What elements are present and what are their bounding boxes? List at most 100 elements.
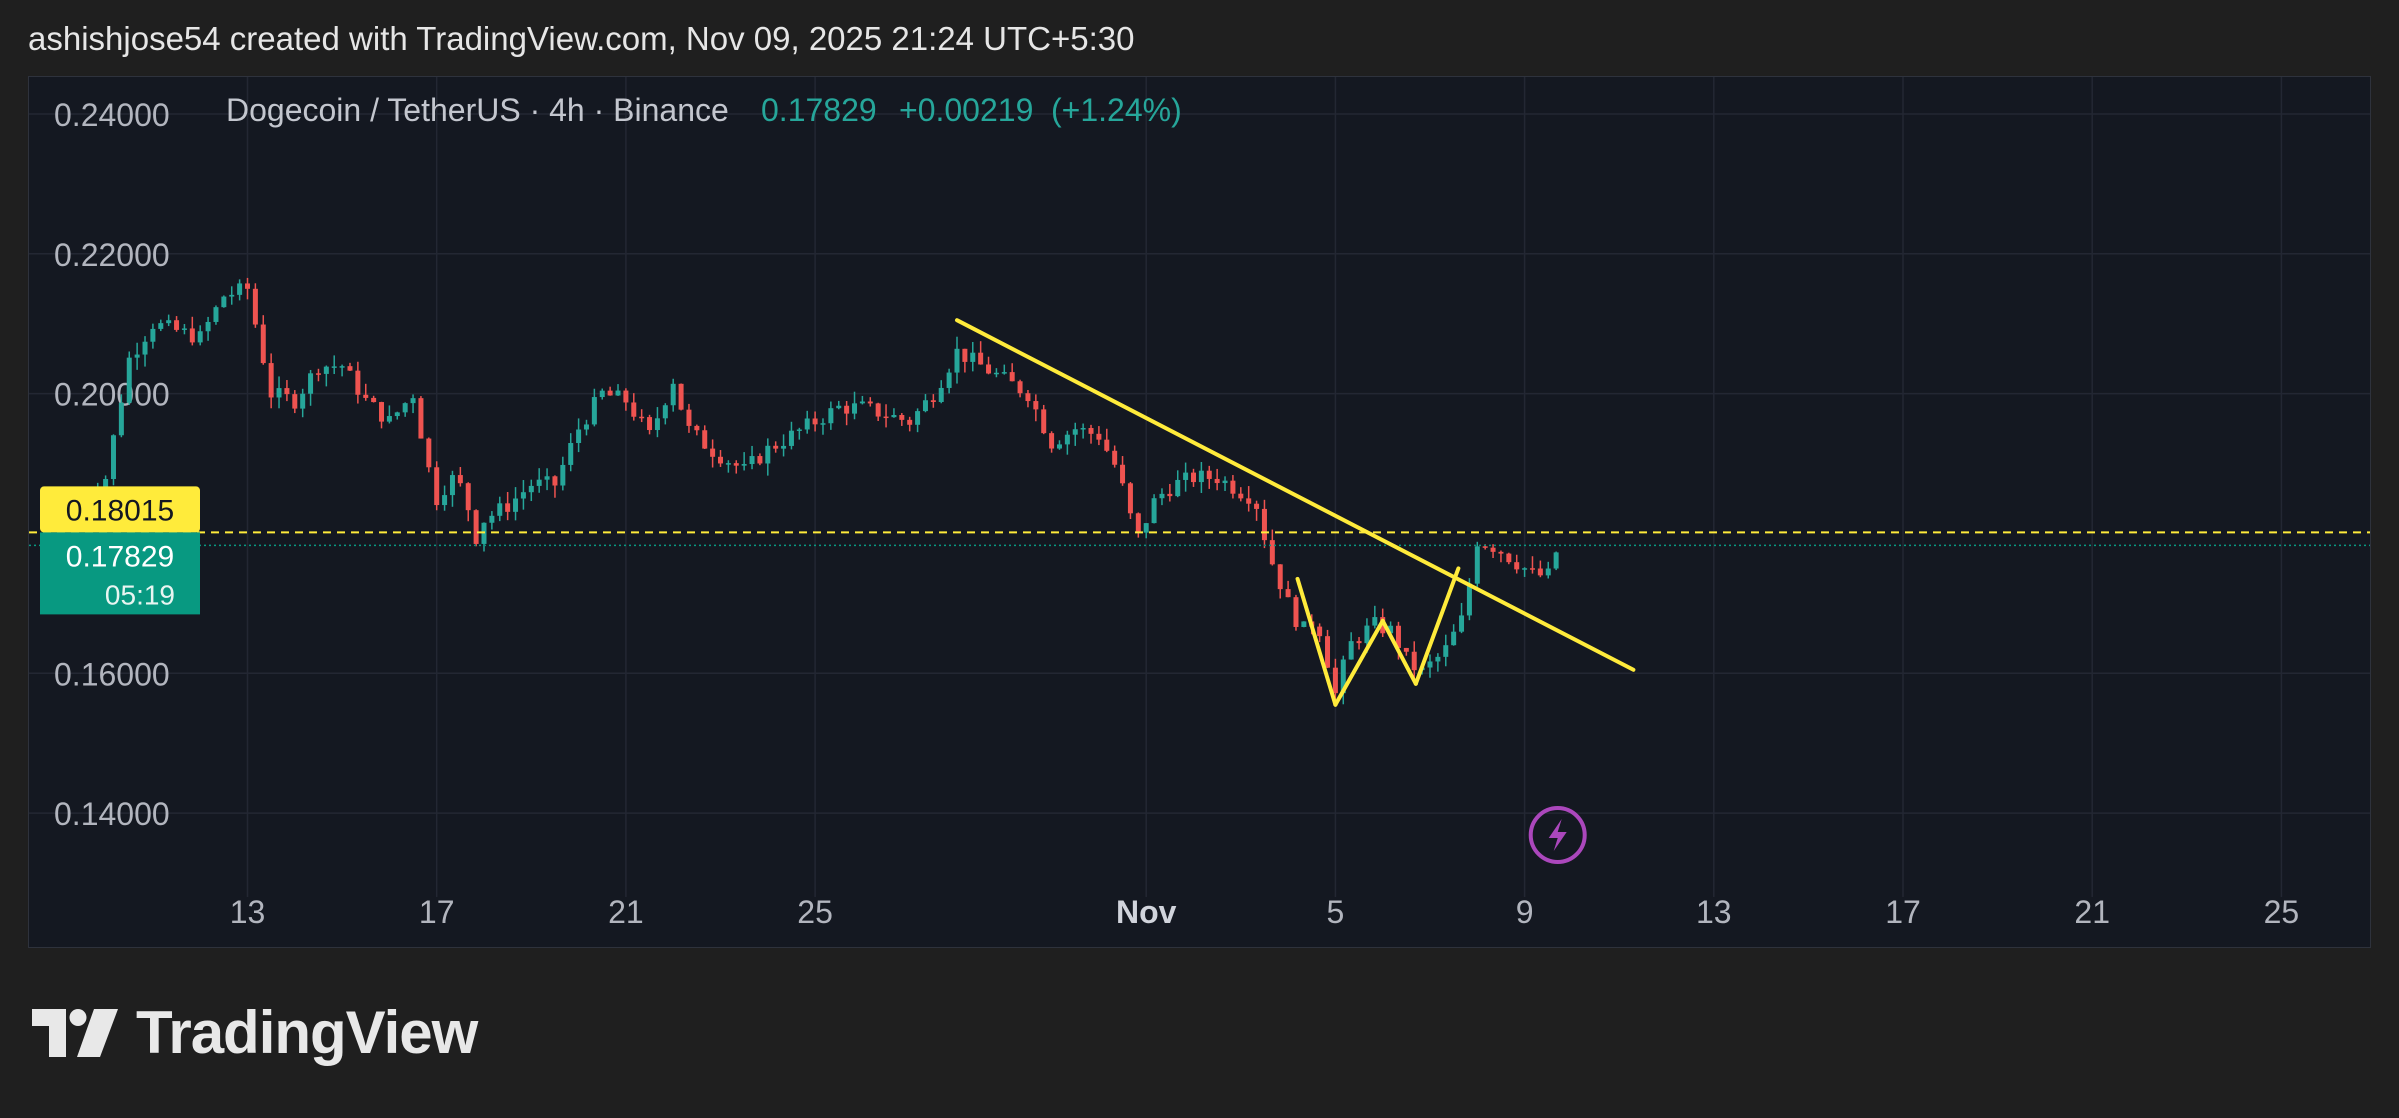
- candle-body: [126, 357, 132, 403]
- candle-body: [788, 430, 794, 446]
- candle-body: [1246, 498, 1252, 504]
- candle-body: [599, 390, 605, 398]
- candle-body: [749, 456, 755, 465]
- candle-body: [473, 510, 479, 544]
- trendline: [1333, 618, 1385, 707]
- candle-body: [993, 372, 999, 375]
- alert-price-badge-label: 0.18015: [66, 494, 174, 527]
- candle-body: [781, 445, 787, 449]
- candle-body: [1529, 568, 1535, 570]
- candle-body: [1395, 625, 1401, 648]
- candle-body: [339, 366, 345, 368]
- candle-body: [1198, 470, 1204, 483]
- lightning-icon: [1528, 806, 1587, 864]
- candle-body: [1151, 498, 1157, 524]
- candle-body: [710, 448, 716, 457]
- chart-panel[interactable]: 0.24000 0.22000 0.20000 0.16000 0.14000 13 17 2…: [28, 76, 2371, 948]
- price-chart[interactable]: 0.24000 0.22000 0.20000 0.16000 0.14000 13 17 2…: [29, 77, 2370, 947]
- candle-body: [962, 348, 968, 362]
- candle-body: [1033, 401, 1039, 410]
- candle-body: [371, 397, 377, 403]
- candle-body: [552, 476, 558, 486]
- candle-body: [434, 467, 440, 506]
- candle-body: [292, 394, 298, 409]
- candle-body: [134, 354, 140, 358]
- candle-body: [859, 401, 865, 404]
- candle-body: [1017, 381, 1023, 394]
- candle-body: [457, 475, 463, 484]
- candle-body: [189, 328, 195, 343]
- candle-body: [1301, 621, 1307, 627]
- y-tick-label: 0.24000: [54, 97, 170, 133]
- candle-body: [804, 418, 810, 430]
- candle-body: [284, 388, 290, 395]
- candle-body: [158, 323, 164, 329]
- candle-body: [1261, 508, 1267, 541]
- legend-change-pct: (+1.24%): [1051, 92, 1182, 128]
- candle-body: [166, 320, 172, 324]
- candle-body: [1025, 393, 1031, 402]
- candle-body: [891, 415, 897, 418]
- y-tick-label: 0.20000: [54, 377, 170, 413]
- candle-body: [647, 417, 653, 431]
- candle-body: [867, 401, 873, 404]
- candle-body: [331, 366, 337, 368]
- candle-body: [1466, 583, 1472, 616]
- candle-body: [875, 403, 881, 417]
- candle-body: [276, 388, 282, 398]
- candle-body: [576, 429, 582, 444]
- legend-change: +0.00219: [899, 92, 1033, 128]
- candle-body: [907, 419, 913, 425]
- brand-name: TradingView: [136, 999, 478, 1066]
- candle-body: [978, 352, 984, 365]
- candle-body: [544, 476, 550, 480]
- candle-body: [1238, 493, 1244, 499]
- candle-body: [221, 296, 227, 308]
- candle-body: [852, 403, 858, 414]
- x-tick-label: 9: [1516, 894, 1534, 930]
- candle-body: [520, 492, 526, 499]
- candle-body: [820, 423, 826, 425]
- legend-symbol: Dogecoin / TetherUS · 4h · Binance: [226, 92, 729, 128]
- candle-body: [300, 393, 306, 409]
- candle-body: [828, 408, 834, 424]
- candle-body: [844, 405, 850, 414]
- candle-body: [394, 412, 400, 417]
- trendline: [1295, 576, 1338, 707]
- trendline: [955, 318, 1636, 672]
- candle-body: [694, 425, 700, 431]
- candle-body: [1214, 478, 1220, 484]
- candle-body: [639, 416, 645, 419]
- x-tick-label: 21: [608, 894, 644, 930]
- candle-body: [899, 415, 905, 420]
- candle-body: [741, 464, 747, 466]
- candle-body: [733, 463, 739, 466]
- candle-body: [1545, 568, 1551, 576]
- candle-body: [1080, 428, 1086, 430]
- candle-body: [363, 394, 369, 398]
- alert-price-badge: [40, 486, 200, 533]
- x-tick-label: 13: [1696, 894, 1732, 930]
- candle-body: [1206, 470, 1212, 479]
- candle-body: [883, 416, 889, 419]
- candle-body: [615, 390, 621, 396]
- candle-body: [1364, 625, 1370, 644]
- candle-body: [252, 288, 258, 325]
- candle-body: [1088, 428, 1094, 434]
- candle-body: [725, 463, 731, 465]
- candle-body: [1317, 626, 1323, 637]
- candle-body: [402, 403, 408, 413]
- countdown-label: 05:19: [105, 579, 175, 610]
- candle-body: [623, 390, 629, 403]
- candle-body: [1049, 433, 1055, 449]
- candle-body: [1277, 564, 1283, 590]
- candle-body: [702, 430, 708, 449]
- trendline: [1380, 618, 1418, 686]
- candle-body: [347, 366, 353, 371]
- candle-body: [1459, 615, 1465, 632]
- candle-body: [662, 405, 668, 419]
- candle-body: [591, 397, 597, 425]
- y-tick-label: 0.16000: [54, 656, 170, 692]
- candle-body: [1498, 551, 1504, 554]
- candle-body: [1506, 553, 1512, 563]
